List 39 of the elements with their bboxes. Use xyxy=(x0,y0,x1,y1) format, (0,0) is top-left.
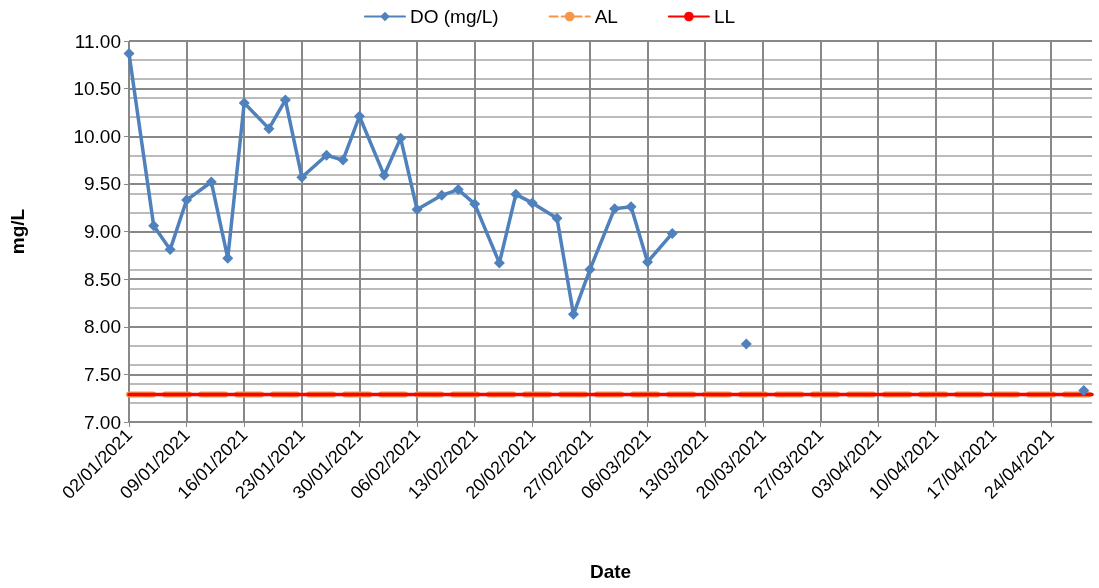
legend-label: AL xyxy=(594,6,618,27)
point xyxy=(164,244,176,256)
point xyxy=(378,169,390,181)
y-axis-title: mg/L xyxy=(7,208,28,255)
point xyxy=(469,198,481,210)
y-tick-label: 8.00 xyxy=(84,316,121,338)
point xyxy=(296,171,308,183)
point xyxy=(238,97,250,109)
point xyxy=(510,188,522,200)
point xyxy=(353,110,365,122)
point xyxy=(625,201,637,213)
y-tick-label: 8.50 xyxy=(84,268,121,290)
point xyxy=(1078,385,1090,397)
point xyxy=(740,338,752,350)
y-tick-label: 10.00 xyxy=(73,125,121,147)
point xyxy=(205,176,217,188)
point xyxy=(436,189,448,201)
point xyxy=(263,123,275,135)
y-tick-label: 9.50 xyxy=(84,173,121,195)
y-tick-label: 7.00 xyxy=(84,411,121,433)
y-tick-label: 10.50 xyxy=(73,78,121,100)
point xyxy=(526,197,538,209)
point xyxy=(584,264,596,276)
point xyxy=(551,212,563,224)
y-tick-label: 7.50 xyxy=(84,363,121,385)
point xyxy=(666,227,678,239)
point xyxy=(452,184,464,196)
point xyxy=(411,204,423,216)
point xyxy=(321,149,333,161)
x-axis-title: Date xyxy=(589,561,632,582)
point xyxy=(642,256,654,268)
point xyxy=(181,194,193,206)
point xyxy=(337,154,349,166)
point xyxy=(123,47,135,59)
legend-label: LL xyxy=(713,6,736,27)
y-tick-label: 11.00 xyxy=(74,30,121,52)
point xyxy=(148,220,160,232)
legend-label: DO (mg/L) xyxy=(409,6,499,27)
y-tick-label: 9.00 xyxy=(84,221,121,242)
